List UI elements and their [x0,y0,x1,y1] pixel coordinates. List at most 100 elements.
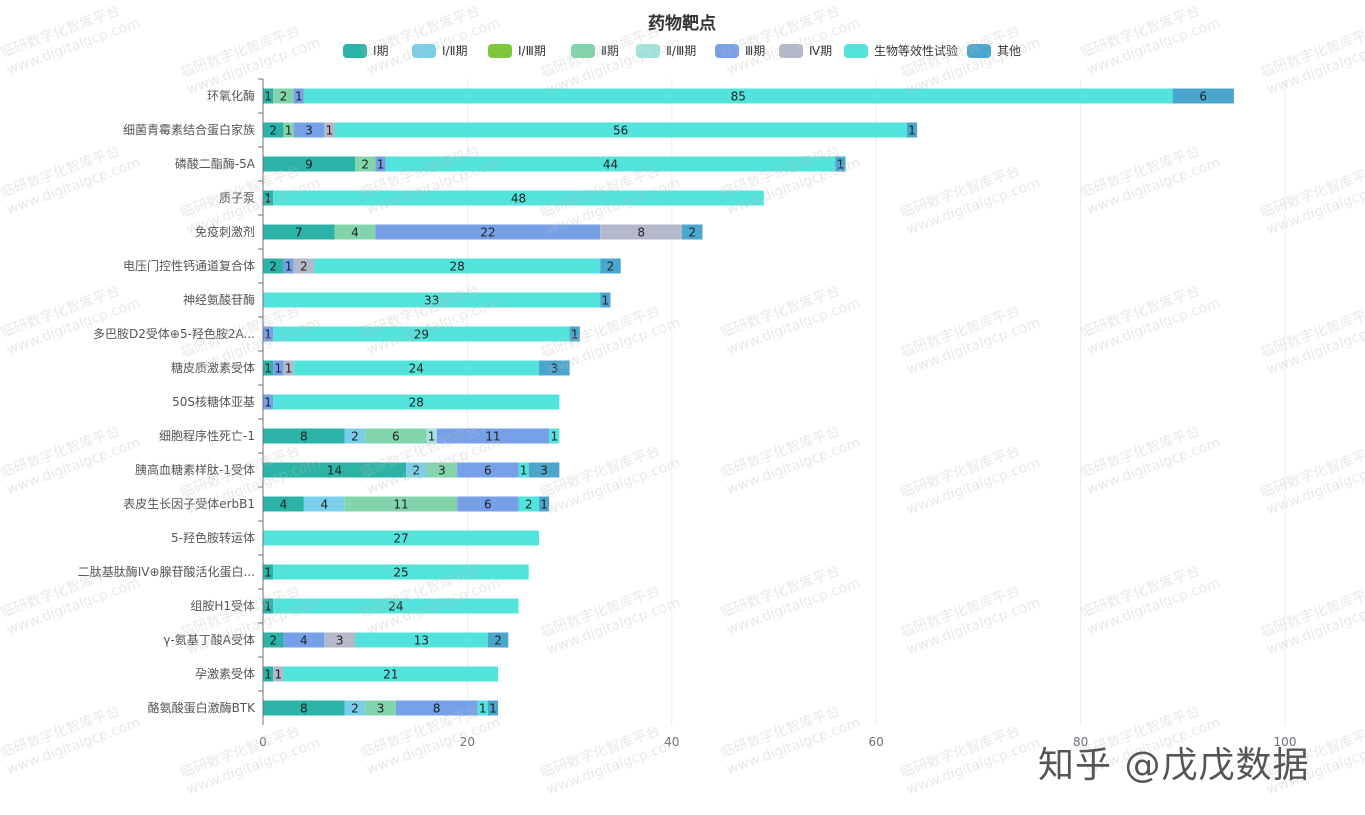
bar-segment[interactable] [457,496,519,512]
bar-segment[interactable] [835,156,846,172]
bar-segment[interactable] [283,360,294,376]
bar-segment[interactable] [334,224,376,240]
bar-segment[interactable] [273,360,284,376]
bar-segment[interactable] [263,190,274,206]
legend-item[interactable]: Ⅰ期 [343,44,389,58]
legend-item[interactable]: Ⅱ/Ⅲ期 [636,44,696,58]
bar-segment[interactable] [263,224,335,240]
bar-segment[interactable] [375,224,601,240]
bar-segment[interactable] [263,666,274,682]
bar-segment[interactable] [263,598,274,614]
data-label: 8 [300,430,308,444]
bar-segment[interactable] [324,632,355,648]
bar-segment[interactable] [426,428,437,444]
bar-segment[interactable] [324,122,335,138]
bar-segment[interactable] [436,428,550,444]
bar-segment[interactable] [600,258,621,274]
bar-segment[interactable] [314,258,601,274]
bar-segment[interactable] [487,632,509,648]
bar-segment[interactable] [263,428,345,444]
bar-segment[interactable] [273,326,570,342]
bar-segment[interactable] [518,462,529,478]
bar-stacks: 1 2 1 85 62 1 3 1 56 19 2 1 44 11 487 4 22 8 22 1 2 28 233 11 29… [263,88,1234,716]
legend-item[interactable]: Ⅲ期 [715,44,765,58]
bar-segment[interactable] [263,258,284,274]
bar-segment[interactable] [538,360,570,376]
bar-segment[interactable] [263,394,274,410]
bar-segment[interactable] [365,428,427,444]
bar-segment[interactable] [263,530,539,546]
bar-segment[interactable] [293,88,304,104]
bar-segment[interactable] [263,700,345,716]
data-label: 14 [327,464,342,478]
legend-item[interactable]: Ⅰ/Ⅲ期 [488,44,546,58]
bar-segment[interactable] [263,360,274,376]
bar-segment[interactable] [263,496,304,512]
legend-item[interactable]: Ⅳ期 [779,44,832,58]
bar-segment[interactable] [354,632,488,648]
bar-segment[interactable] [293,258,315,274]
data-label: 1 [285,124,293,138]
data-label: 3 [377,702,385,716]
legend-item[interactable]: 生物等效性试验 [844,43,958,58]
bar-segment[interactable] [263,462,407,478]
bar-segment[interactable] [263,632,284,648]
bar-segment[interactable] [569,326,580,342]
bar-segment[interactable] [273,88,294,104]
bar-segment[interactable] [518,496,539,512]
bar-segment[interactable] [303,496,345,512]
bar-segment[interactable] [477,700,488,716]
data-label: 2 [280,90,288,104]
category-label: 细菌青霉素结合蛋白家族 [123,122,255,137]
bar-segment[interactable] [283,122,294,138]
bar-segment[interactable] [263,122,284,138]
bar-segment[interactable] [263,88,274,104]
bar-segment[interactable] [395,700,478,716]
bar-segment[interactable] [293,360,539,376]
bar-segment[interactable] [263,564,274,580]
data-label: 22 [480,226,495,240]
bar-segment[interactable] [600,292,611,308]
bar-segment[interactable] [334,122,907,138]
x-tick-label: 20 [460,735,475,749]
bar-segment[interactable] [549,428,560,444]
bar-segment[interactable] [906,122,918,138]
bar-segment[interactable] [375,156,386,172]
bar-segment[interactable] [263,156,355,172]
bar-segment[interactable] [354,156,376,172]
bar-segment[interactable] [273,598,519,614]
legend-item[interactable]: Ⅱ期 [571,44,619,58]
bar-segment[interactable] [1172,88,1234,104]
bar-segment[interactable] [365,700,396,716]
bar-segment[interactable] [385,156,836,172]
bar-segment[interactable] [283,258,294,274]
bar-segment[interactable] [283,666,499,682]
bar-segment[interactable] [273,666,284,682]
legend-label: Ⅰ期 [373,44,389,58]
chart-legend[interactable]: Ⅰ期 Ⅰ/Ⅱ期 Ⅰ/Ⅲ期 Ⅱ期 Ⅱ/Ⅲ期 Ⅲ期 Ⅳ期 生物等效性试验 其他 [343,43,1021,58]
bar-segment[interactable] [273,190,764,206]
bar-segment[interactable] [273,564,529,580]
bar-segment[interactable] [600,224,683,240]
data-label: 1 [264,328,272,342]
bar-segment[interactable] [487,700,499,716]
bar-segment[interactable] [293,122,325,138]
bar-segment[interactable] [263,326,274,342]
bar-segment[interactable] [344,496,458,512]
bar-segment[interactable] [303,88,1173,104]
bar-segment[interactable] [528,462,560,478]
bar-segment[interactable] [406,462,427,478]
legend-item[interactable]: 其他 [967,44,1021,58]
bar-segment[interactable] [426,462,458,478]
bar-segment[interactable] [344,428,366,444]
bar-segment[interactable] [344,700,366,716]
x-tick-label: 80 [1073,735,1088,749]
bar-segment[interactable] [273,394,560,410]
bar-segment[interactable] [538,496,550,512]
category-label: 神经氨酸苷酶 [183,292,255,307]
bar-segment[interactable] [283,632,325,648]
bar-segment[interactable] [263,292,601,308]
legend-item[interactable]: Ⅰ/Ⅱ期 [412,44,468,58]
bar-segment[interactable] [682,224,703,240]
bar-segment[interactable] [457,462,519,478]
